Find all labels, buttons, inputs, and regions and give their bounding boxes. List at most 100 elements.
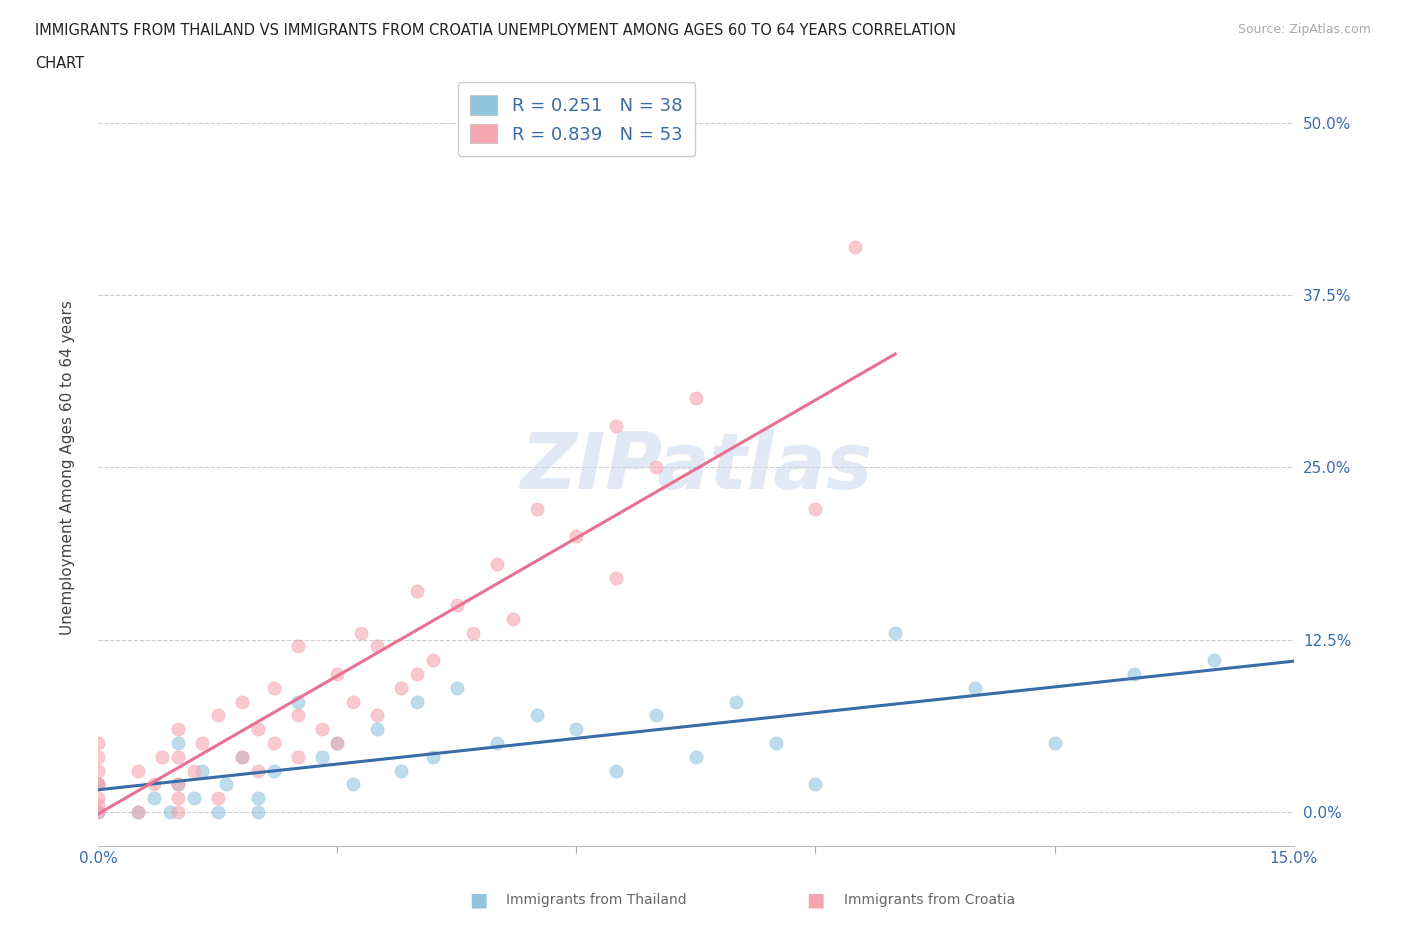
Point bbox=[804, 777, 827, 791]
Point bbox=[406, 667, 429, 682]
Point bbox=[685, 750, 707, 764]
Point bbox=[287, 750, 309, 764]
Text: ■: ■ bbox=[468, 891, 488, 910]
Point bbox=[246, 804, 269, 819]
Point bbox=[87, 804, 110, 819]
Point bbox=[207, 708, 229, 723]
Point bbox=[406, 584, 429, 599]
Point bbox=[366, 722, 388, 737]
Point bbox=[183, 790, 205, 805]
Point bbox=[87, 777, 110, 791]
Point bbox=[485, 736, 508, 751]
Point bbox=[326, 667, 349, 682]
Point bbox=[605, 570, 627, 585]
Point bbox=[605, 764, 627, 778]
Point bbox=[246, 764, 269, 778]
Point bbox=[167, 777, 190, 791]
Point bbox=[87, 790, 110, 805]
Point bbox=[389, 764, 412, 778]
Point bbox=[502, 612, 524, 627]
Point bbox=[287, 694, 309, 709]
Point bbox=[526, 501, 548, 516]
Point bbox=[366, 639, 388, 654]
Legend: R = 0.251   N = 38, R = 0.839   N = 53: R = 0.251 N = 38, R = 0.839 N = 53 bbox=[458, 82, 695, 156]
Point bbox=[246, 790, 269, 805]
Point bbox=[246, 722, 269, 737]
Point bbox=[645, 460, 668, 475]
Point bbox=[191, 736, 214, 751]
Point bbox=[350, 625, 373, 640]
Point bbox=[87, 777, 110, 791]
Point bbox=[565, 722, 588, 737]
Point bbox=[263, 681, 285, 696]
Point bbox=[1123, 667, 1146, 682]
Point bbox=[167, 804, 190, 819]
Point bbox=[342, 777, 364, 791]
Point bbox=[724, 694, 747, 709]
Point bbox=[143, 777, 166, 791]
Point bbox=[87, 764, 110, 778]
Point bbox=[645, 708, 668, 723]
Point bbox=[485, 556, 508, 571]
Point bbox=[127, 764, 149, 778]
Point bbox=[87, 736, 110, 751]
Point bbox=[389, 681, 412, 696]
Point bbox=[127, 804, 149, 819]
Point bbox=[191, 764, 214, 778]
Point bbox=[326, 736, 349, 751]
Point bbox=[1202, 653, 1225, 668]
Point bbox=[326, 736, 349, 751]
Point bbox=[422, 750, 444, 764]
Point bbox=[844, 239, 866, 254]
Point bbox=[127, 804, 149, 819]
Point bbox=[263, 736, 285, 751]
Point bbox=[526, 708, 548, 723]
Point bbox=[87, 777, 110, 791]
Point bbox=[87, 798, 110, 813]
Text: ZIPatlas: ZIPatlas bbox=[520, 430, 872, 505]
Point bbox=[87, 750, 110, 764]
Text: ■: ■ bbox=[806, 891, 825, 910]
Point bbox=[263, 764, 285, 778]
Point bbox=[366, 708, 388, 723]
Point bbox=[207, 804, 229, 819]
Point bbox=[167, 790, 190, 805]
Text: CHART: CHART bbox=[35, 56, 84, 71]
Point bbox=[884, 625, 907, 640]
Point bbox=[150, 750, 173, 764]
Point bbox=[167, 777, 190, 791]
Text: IMMIGRANTS FROM THAILAND VS IMMIGRANTS FROM CROATIA UNEMPLOYMENT AMONG AGES 60 T: IMMIGRANTS FROM THAILAND VS IMMIGRANTS F… bbox=[35, 23, 956, 38]
Point bbox=[231, 750, 253, 764]
Point bbox=[87, 804, 110, 819]
Point bbox=[685, 391, 707, 405]
Point bbox=[287, 639, 309, 654]
Point bbox=[963, 681, 986, 696]
Point bbox=[565, 529, 588, 544]
Text: Immigrants from Croatia: Immigrants from Croatia bbox=[844, 893, 1015, 908]
Point bbox=[1043, 736, 1066, 751]
Point bbox=[765, 736, 787, 751]
Point bbox=[231, 750, 253, 764]
Text: Immigrants from Thailand: Immigrants from Thailand bbox=[506, 893, 686, 908]
Point bbox=[231, 694, 253, 709]
Point bbox=[446, 598, 468, 613]
Point bbox=[167, 736, 190, 751]
Point bbox=[311, 722, 333, 737]
Point bbox=[207, 790, 229, 805]
Y-axis label: Unemployment Among Ages 60 to 64 years: Unemployment Among Ages 60 to 64 years bbox=[60, 299, 75, 635]
Point bbox=[605, 418, 627, 433]
Point bbox=[183, 764, 205, 778]
Point bbox=[342, 694, 364, 709]
Point bbox=[446, 681, 468, 696]
Point bbox=[422, 653, 444, 668]
Point bbox=[461, 625, 484, 640]
Point bbox=[406, 694, 429, 709]
Point bbox=[143, 790, 166, 805]
Text: Source: ZipAtlas.com: Source: ZipAtlas.com bbox=[1237, 23, 1371, 36]
Point bbox=[167, 722, 190, 737]
Point bbox=[215, 777, 238, 791]
Point bbox=[167, 750, 190, 764]
Point bbox=[287, 708, 309, 723]
Point bbox=[159, 804, 181, 819]
Point bbox=[804, 501, 827, 516]
